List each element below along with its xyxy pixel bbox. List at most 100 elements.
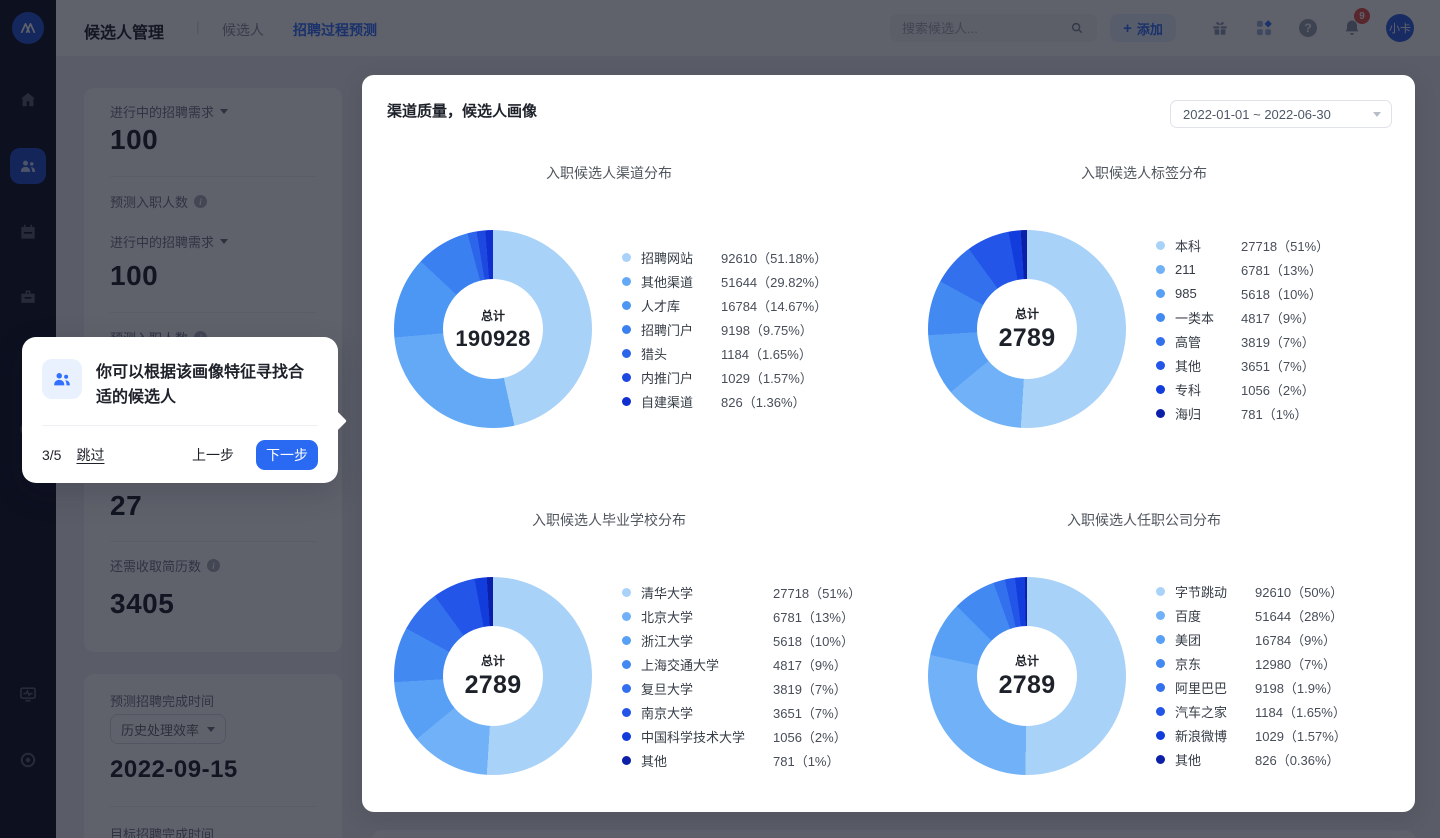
legend-dot [1156,264,1165,274]
legend-label: 211 [1175,261,1196,277]
channel-quality-card: 渠道质量，候选人画像 2022-01-01 ~ 2022-06-30 入职候选人… [362,75,1415,812]
legend-dot [1156,360,1165,370]
legend-value: 1029（1.57%） [721,370,813,386]
legend-item[interactable]: 浙江大学 5618（10%） [622,628,861,652]
legend-label: 字节跳动 [1175,584,1228,600]
legend-dot [622,252,631,262]
legend-item[interactable]: 自建渠道 826（1.36%） [622,389,827,413]
legend-dot [1156,658,1165,668]
legend-item[interactable]: 招聘门户 9198（9.75%） [622,317,827,341]
legend-dot [1156,288,1165,298]
legend-item[interactable]: 本科 27718（51%） [1156,233,1329,257]
legend-value: 3651（7%） [773,705,847,721]
chart-company-distribution: 入职候选人任职公司分布 总计 2789 字节跳动 92610（50%） 百度 5164… [362,75,1415,812]
legend-label: 北京大学 [641,609,694,625]
legend-item[interactable]: 汽车之家 1184（1.65%） [1156,699,1347,723]
legend-dot [1156,336,1165,346]
legend-dot [622,324,631,334]
legend-item[interactable]: 高管 3819（7%） [1156,329,1329,353]
legend-value: 781（1%） [773,753,840,769]
legend-item[interactable]: 阿里巴巴 9198（1.9%） [1156,675,1347,699]
legend-item[interactable]: 复旦大学 3819（7%） [622,676,861,700]
donut-chart[interactable]: 总计 2789 [928,577,1126,775]
legend-value: 1184（1.65%） [721,346,812,362]
chart-school-distribution: 入职候选人毕业学校分布 总计 2789 清华大学 27718（51%） 北京大学 67… [362,75,1415,812]
legend-item[interactable]: 一类本 4817（9%） [1156,305,1329,329]
legend-label: 自建渠道 [641,394,694,410]
legend-dot [622,683,631,693]
legend-label: 上海交通大学 [641,657,720,673]
legend-item[interactable]: 招聘网站 92610（51.18%） [622,245,827,269]
legend-item[interactable]: 百度 51644（28%） [1156,603,1347,627]
legend-item[interactable]: 985 5618（10%） [1156,281,1329,305]
legend-dot [622,372,631,382]
legend-item[interactable]: 其他 3651（7%） [1156,353,1329,377]
legend-value: 826（0.36%） [1255,752,1340,768]
divider [42,425,318,426]
legend-item[interactable]: 专科 1056（2%） [1156,377,1329,401]
legend-dot [1156,682,1165,692]
legend-value: 3819（7%） [1241,334,1315,350]
legend-dot [1156,610,1165,620]
chart-legend: 本科 27718（51%） 211 6781（13%） 985 5618（10%） 一类本 4… [1156,233,1329,425]
legend-item[interactable]: 其他渠道 51644（29.82%） [622,269,827,293]
legend-value: 16784（14.67%） [721,298,828,314]
legend-value: 6781（13%） [773,609,854,625]
donut-chart[interactable]: 总计 190928 [394,230,592,428]
legend-dot [1156,730,1165,740]
legend-dot [1156,586,1165,596]
legend-label: 招聘门户 [641,322,694,338]
legend-value: 92610（50%） [1255,584,1344,600]
chart-title: 入职候选人标签分布 [1081,165,1207,181]
legend-dot [622,659,631,669]
skip-button[interactable]: 跳过 [76,446,105,463]
legend-value: 51644（28%） [1255,608,1344,624]
legend-item[interactable]: 北京大学 6781（13%） [622,604,861,628]
legend-item[interactable]: 其他 781（1%） [622,748,861,772]
legend-label: 猎头 [641,346,668,362]
legend-value: 1184（1.65%） [1255,704,1346,720]
legend-item[interactable]: 京东 12980（7%） [1156,651,1347,675]
chart-legend: 字节跳动 92610（50%） 百度 51644（28%） 美团 16784（9%） 京东 1… [1156,579,1347,771]
legend-dot [622,587,631,597]
legend-item[interactable]: 海归 781（1%） [1156,401,1329,425]
legend-item[interactable]: 猎头 1184（1.65%） [622,341,827,365]
legend-item[interactable]: 新浪微博 1029（1.57%） [1156,723,1347,747]
legend-item[interactable]: 上海交通大学 4817（9%） [622,652,861,676]
date-range-select[interactable]: 2022-01-01 ~ 2022-06-30 [1170,100,1392,128]
legend-label: 美团 [1175,632,1202,648]
tooltip-text: 你可以根据该画像特征寻找合适的候选人 [96,364,305,406]
chevron-down-icon [1373,111,1381,117]
legend-value: 16784（9%） [1255,632,1336,648]
legend-value: 5618（10%） [773,633,854,649]
legend-item[interactable]: 南京大学 3651（7%） [622,700,861,724]
legend-label: 其他渠道 [641,274,694,290]
donut-chart[interactable]: 总计 2789 [394,577,592,775]
legend-dot [622,635,631,645]
legend-dot [1156,634,1165,644]
legend-value: 3819（7%） [773,681,847,697]
next-step-button[interactable]: 下一步 [256,439,318,470]
legend-label: 内推门户 [641,370,694,386]
previous-step-button[interactable]: 上一步 [192,446,234,463]
legend-value: 27718（51%） [1241,238,1330,254]
legend-value: 9198（9.75%） [721,322,813,338]
chart-legend: 清华大学 27718（51%） 北京大学 6781（13%） 浙江大学 5618（10%）… [622,580,861,772]
legend-item[interactable]: 字节跳动 92610（50%） [1156,579,1347,603]
legend-dot [1156,706,1165,716]
legend-item[interactable]: 其他 826（0.36%） [1156,747,1347,771]
chart-legend: 招聘网站 92610（51.18%） 其他渠道 51644（29.82%） 人才库 167… [622,245,827,413]
legend-label: 招聘网站 [641,250,694,266]
legend-item[interactable]: 美团 16784（9%） [1156,627,1347,651]
legend-item[interactable]: 清华大学 27718（51%） [622,580,861,604]
legend-item[interactable]: 中国科学技术大学 1056（2%） [622,724,861,748]
legend-item[interactable]: 211 6781（13%） [1156,257,1329,281]
legend-label: 京东 [1175,656,1202,672]
legend-label: 专科 [1175,382,1202,398]
legend-item[interactable]: 内推门户 1029（1.57%） [622,365,827,389]
legend-item[interactable]: 人才库 16784（14.67%） [622,293,827,317]
legend-value: 51644（29.82%） [721,274,828,290]
legend-dot [1156,408,1165,418]
donut-chart[interactable]: 总计 2789 [928,230,1126,428]
